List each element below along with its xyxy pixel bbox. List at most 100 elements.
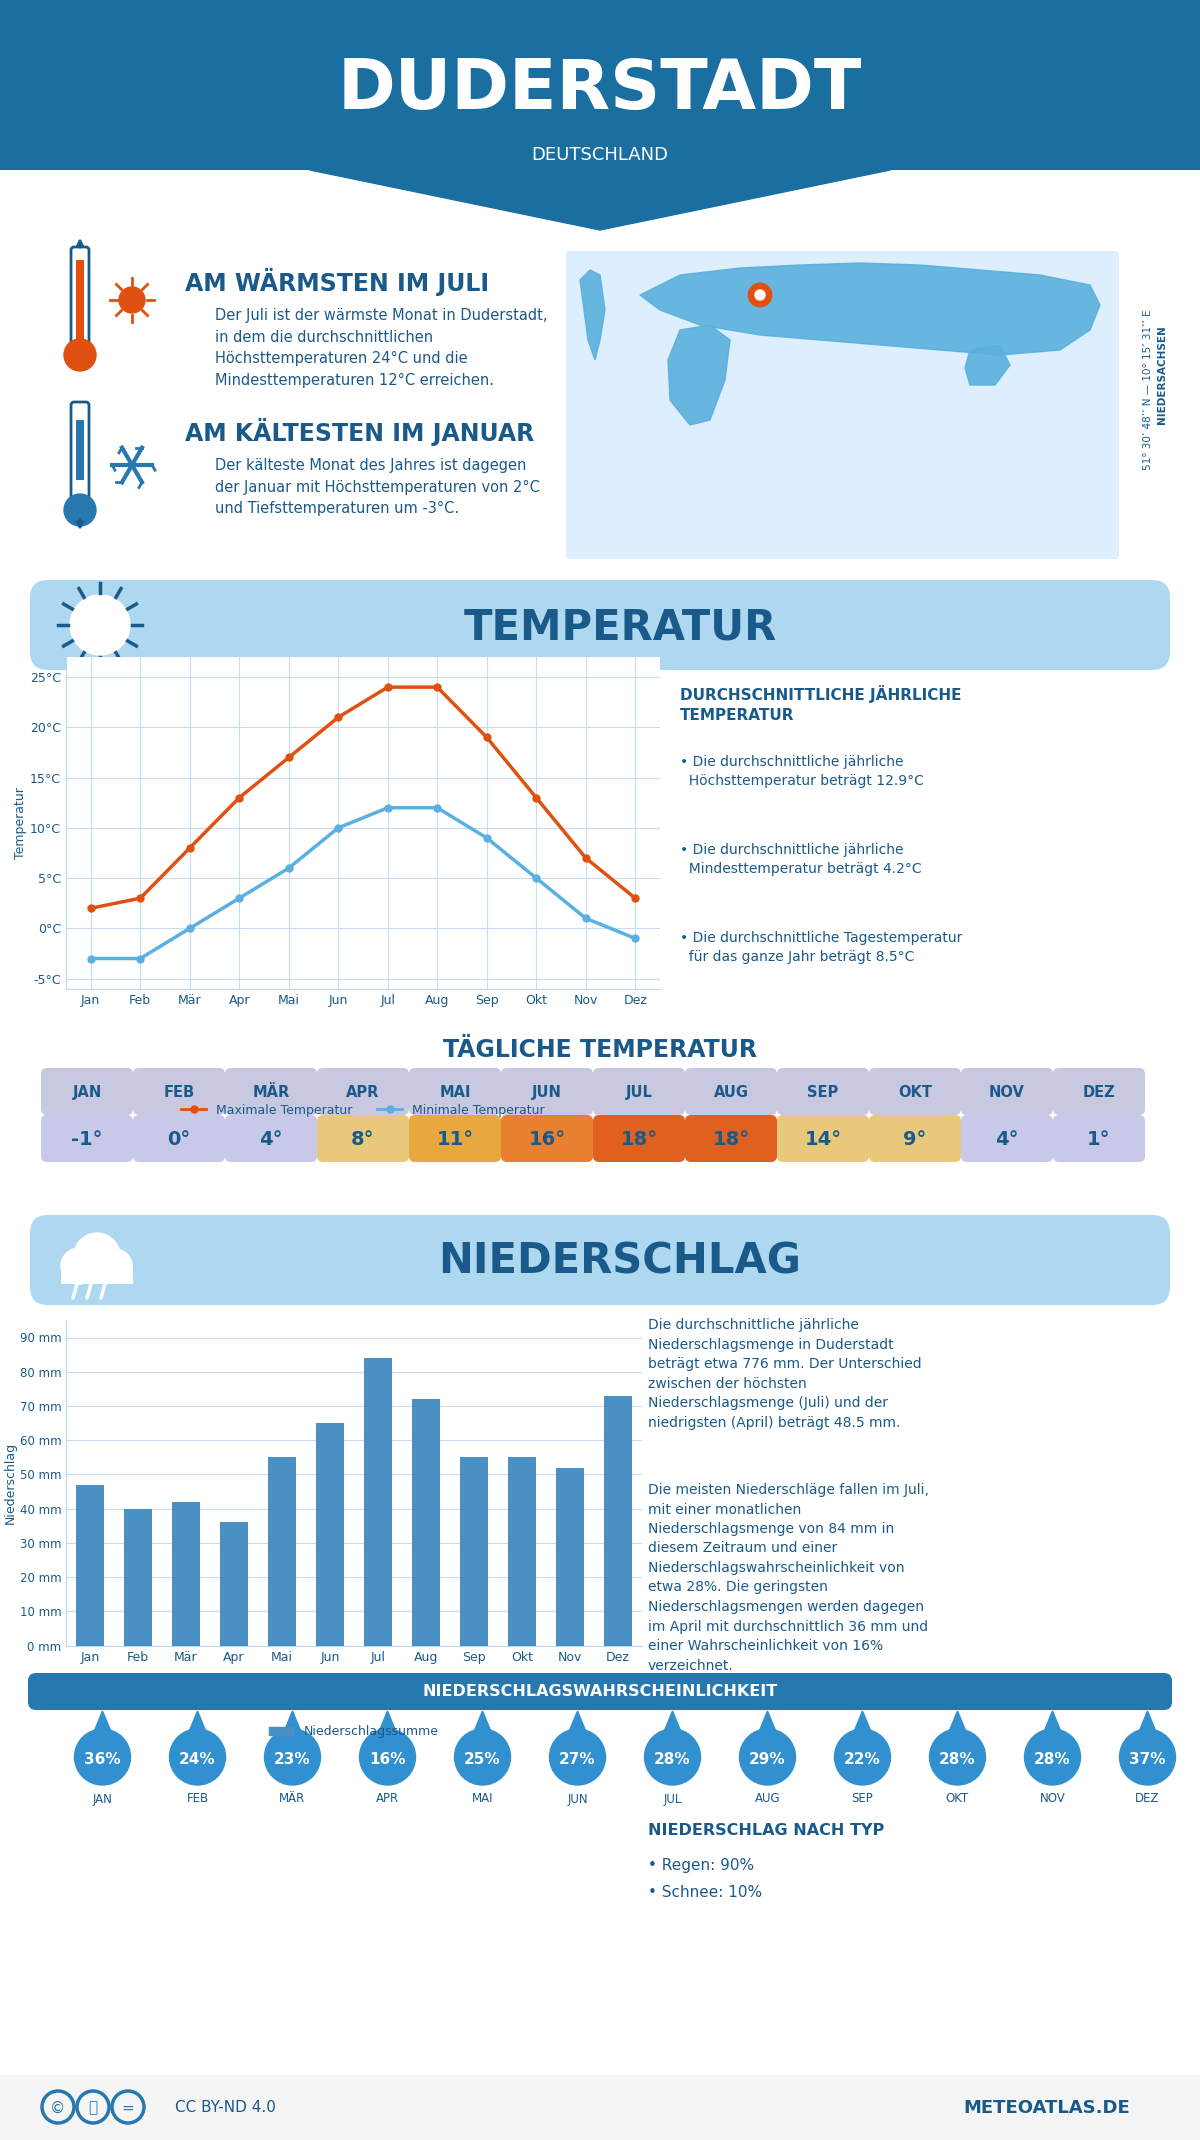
Text: JUN: JUN [532, 1085, 562, 1100]
Text: 27%: 27% [559, 1751, 596, 1766]
Circle shape [119, 287, 145, 312]
Circle shape [61, 1248, 97, 1284]
Text: 24%: 24% [179, 1751, 216, 1766]
Circle shape [455, 1729, 510, 1785]
Text: =: = [121, 2101, 134, 2116]
Circle shape [74, 1729, 131, 1785]
Bar [172, 1502, 200, 1646]
FancyBboxPatch shape [869, 1115, 961, 1162]
Text: 1°: 1° [1087, 1130, 1111, 1149]
FancyBboxPatch shape [685, 1068, 778, 1115]
FancyBboxPatch shape [502, 1068, 593, 1115]
Polygon shape [1132, 1712, 1163, 1748]
Text: NIEDERSCHLAGSWAHRSCHEINLICHKEIT: NIEDERSCHLAGSWAHRSCHEINLICHKEIT [422, 1684, 778, 1699]
Text: 28%: 28% [654, 1751, 691, 1766]
Bar [76, 1485, 104, 1646]
Text: METEOATLAS.DE: METEOATLAS.DE [964, 2099, 1130, 2116]
Text: 11°: 11° [437, 1130, 474, 1149]
Text: Der kälteste Monat des Jahres ist dagegen
der Januar mit Höchsttemperaturen von : Der kälteste Monat des Jahres ist dagege… [215, 458, 540, 516]
Text: SEP: SEP [808, 1085, 839, 1100]
Text: JAN: JAN [72, 1085, 102, 1100]
Y-axis label: Niederschlag: Niederschlag [4, 1442, 17, 1524]
FancyBboxPatch shape [502, 1115, 593, 1162]
FancyBboxPatch shape [0, 0, 1200, 169]
Polygon shape [668, 325, 730, 426]
Polygon shape [277, 1712, 308, 1748]
FancyBboxPatch shape [28, 1673, 1172, 1710]
FancyBboxPatch shape [61, 1267, 133, 1284]
Text: 16%: 16% [370, 1751, 406, 1766]
Polygon shape [942, 1712, 973, 1748]
Circle shape [749, 285, 772, 306]
Text: 14°: 14° [804, 1130, 841, 1149]
Polygon shape [88, 1712, 118, 1748]
Circle shape [755, 291, 766, 300]
FancyBboxPatch shape [30, 580, 1170, 670]
Circle shape [834, 1729, 890, 1785]
Polygon shape [1037, 1712, 1068, 1748]
Bar [412, 1400, 440, 1646]
Text: 25%: 25% [464, 1751, 500, 1766]
Circle shape [70, 595, 130, 655]
Y-axis label: Temperatur: Temperatur [14, 788, 28, 858]
FancyBboxPatch shape [593, 1068, 685, 1115]
Text: APR: APR [347, 1085, 379, 1100]
Circle shape [98, 1250, 132, 1284]
FancyBboxPatch shape [1054, 1068, 1145, 1115]
Text: AUG: AUG [714, 1085, 749, 1100]
Circle shape [1032, 30, 1148, 146]
Text: AM KÄLTESTEN IM JANUAR: AM KÄLTESTEN IM JANUAR [185, 417, 534, 445]
Text: NIEDERSCHLAG NACH TYP: NIEDERSCHLAG NACH TYP [648, 1823, 884, 1838]
Text: DURCHSCHNITTLICHE JÄHRLICHE
TEMPERATUR: DURCHSCHNITTLICHE JÄHRLICHE TEMPERATUR [680, 685, 961, 723]
Text: JUL: JUL [664, 1793, 682, 1806]
Circle shape [930, 1729, 985, 1785]
FancyBboxPatch shape [778, 1115, 869, 1162]
Text: Der Juli ist der wärmste Monat in Duderstadt,
in dem die durchschnittlichen
Höch: Der Juli ist der wärmste Monat in Duders… [215, 308, 547, 387]
Polygon shape [372, 1712, 403, 1748]
Bar [316, 1423, 344, 1646]
Text: DEZ: DEZ [1082, 1085, 1115, 1100]
FancyBboxPatch shape [226, 1115, 317, 1162]
Text: TÄGLICHE TEMPERATUR: TÄGLICHE TEMPERATUR [443, 1038, 757, 1061]
Text: Die meisten Niederschläge fallen im Juli,
mit einer monatlichen
Niederschlagsmen: Die meisten Niederschläge fallen im Juli… [648, 1483, 929, 1673]
Polygon shape [310, 0, 890, 229]
Bar [604, 1395, 632, 1646]
FancyBboxPatch shape [133, 1115, 226, 1162]
Polygon shape [580, 270, 605, 360]
Text: • Die durchschnittliche jährliche
  Höchsttemperatur beträgt 12.9°C: • Die durchschnittliche jährliche Höchst… [680, 755, 924, 788]
Text: 18°: 18° [620, 1130, 658, 1149]
Text: CC BY-ND 4.0: CC BY-ND 4.0 [175, 2101, 276, 2116]
Text: 22%: 22% [844, 1751, 881, 1766]
Text: 51° 30’ 48’’ N — 10° 15’ 31’’ E: 51° 30’ 48’’ N — 10° 15’ 31’’ E [1142, 310, 1153, 471]
Text: • Die durchschnittliche jährliche
  Mindesttemperatur beträgt 4.2°C: • Die durchschnittliche jährliche Mindes… [680, 843, 922, 877]
Circle shape [1120, 1729, 1176, 1785]
Text: 37%: 37% [1129, 1751, 1165, 1766]
Polygon shape [847, 1712, 878, 1748]
FancyBboxPatch shape [593, 1115, 685, 1162]
Text: 29%: 29% [749, 1751, 786, 1766]
FancyBboxPatch shape [778, 1068, 869, 1115]
Text: 18°: 18° [713, 1130, 750, 1149]
Text: MAI: MAI [472, 1793, 493, 1806]
FancyBboxPatch shape [133, 1068, 226, 1115]
FancyBboxPatch shape [1054, 1115, 1145, 1162]
FancyBboxPatch shape [71, 246, 89, 349]
Bar [556, 1468, 584, 1646]
Text: ©: © [50, 2101, 66, 2116]
FancyBboxPatch shape [71, 402, 89, 503]
Polygon shape [658, 1712, 688, 1748]
FancyBboxPatch shape [226, 1068, 317, 1115]
Circle shape [64, 494, 96, 526]
Circle shape [64, 338, 96, 370]
Text: APR: APR [376, 1793, 400, 1806]
Text: 4°: 4° [259, 1130, 283, 1149]
Bar [460, 1457, 488, 1646]
Bar [364, 1359, 392, 1646]
FancyBboxPatch shape [41, 1068, 133, 1115]
Legend: Maximale Temperatur, Minimale Temperatur: Maximale Temperatur, Minimale Temperatur [176, 1098, 550, 1121]
Text: 9°: 9° [904, 1130, 926, 1149]
Text: JUN: JUN [568, 1793, 588, 1806]
Polygon shape [965, 345, 1010, 385]
Text: JAN: JAN [92, 1793, 113, 1806]
Text: MÄR: MÄR [280, 1793, 306, 1806]
